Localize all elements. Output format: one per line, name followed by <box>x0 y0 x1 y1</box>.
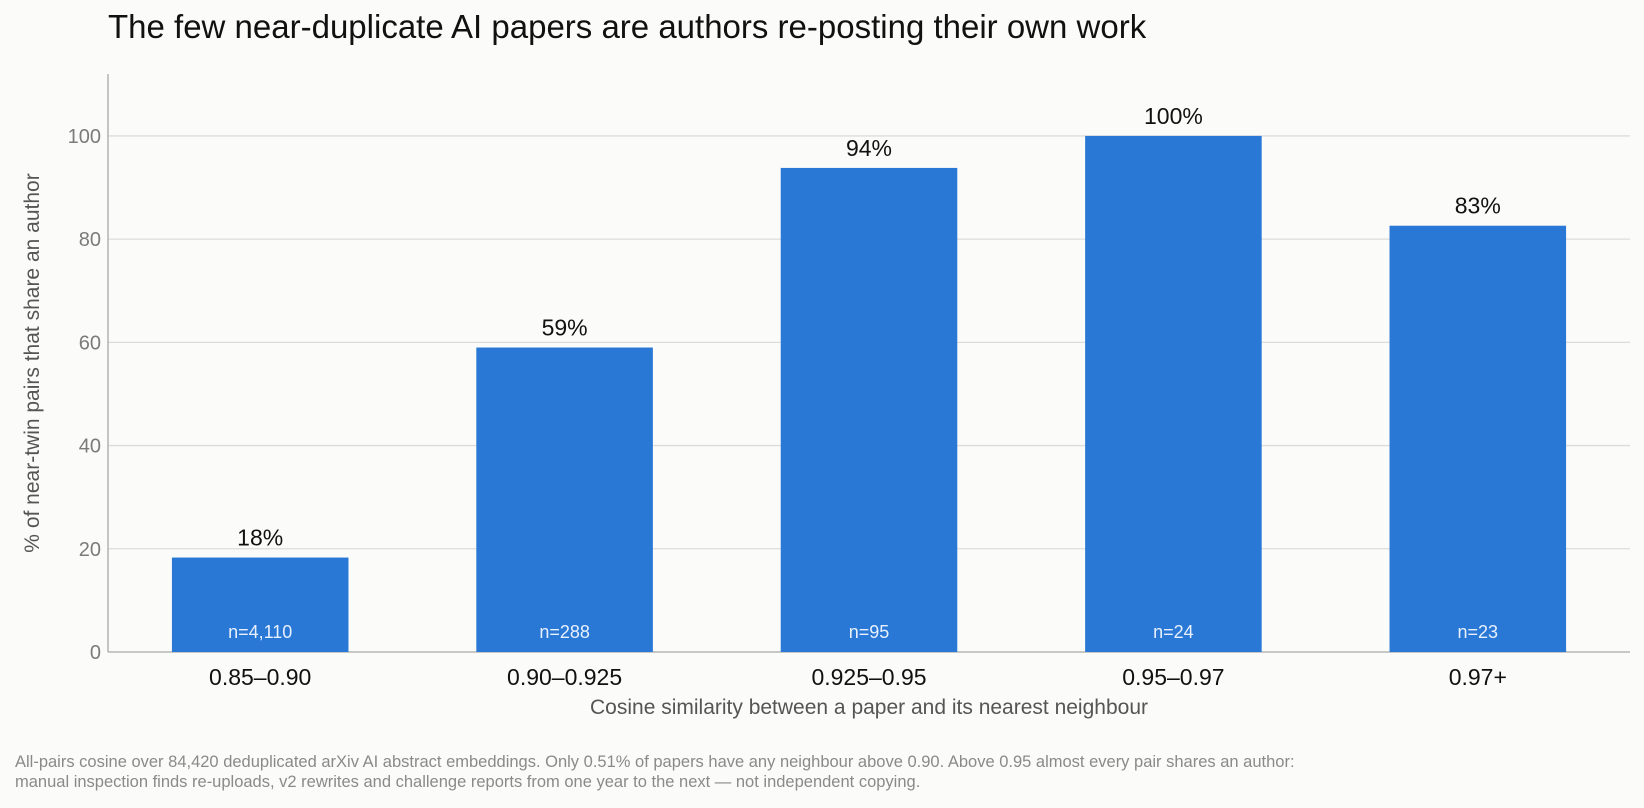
bar <box>476 347 653 652</box>
bar <box>780 167 958 653</box>
y-tick-label: 80 <box>79 229 101 251</box>
bar-value-label: 100% <box>1144 103 1203 129</box>
chart-title: The few near-duplicate AI papers are aut… <box>108 8 1147 45</box>
bar-value-label: 59% <box>542 315 588 341</box>
x-tick-label: 0.95–0.97 <box>1122 664 1224 690</box>
y-tick-label: 100 <box>68 126 101 148</box>
bar-count-label: n=288 <box>539 622 590 642</box>
footnote-line-2: manual inspection finds re-uploads, v2 r… <box>15 773 921 791</box>
bar-value-label: 94% <box>846 135 892 161</box>
bar <box>1389 225 1567 652</box>
y-axis-title: % of near-twin pairs that share an autho… <box>21 173 44 552</box>
bar <box>171 557 349 652</box>
y-tick-label: 60 <box>79 332 101 354</box>
x-tick-label: 0.925–0.95 <box>811 664 926 690</box>
footnote: All-pairs cosine over 84,420 deduplicate… <box>15 752 1515 792</box>
bar-count-label: n=23 <box>1458 622 1499 642</box>
bar <box>1085 135 1262 652</box>
x-axis-title: Cosine similarity between a paper and it… <box>590 696 1148 719</box>
y-tick-label: 0 <box>90 642 101 664</box>
x-tick-label: 0.85–0.90 <box>209 664 311 690</box>
bar-count-label: n=95 <box>849 622 890 642</box>
bar-value-label: 83% <box>1455 193 1501 219</box>
x-tick-label: 0.90–0.925 <box>507 664 622 690</box>
y-tick-label: 20 <box>79 539 101 561</box>
x-tick-label: 0.97+ <box>1449 664 1507 690</box>
bar-count-label: n=4,110 <box>228 622 292 642</box>
y-tick-label: 40 <box>79 436 101 458</box>
bar-count-label: n=24 <box>1153 622 1194 642</box>
footnote-line-1: All-pairs cosine over 84,420 deduplicate… <box>15 753 1295 771</box>
bar-value-label: 18% <box>237 525 283 551</box>
